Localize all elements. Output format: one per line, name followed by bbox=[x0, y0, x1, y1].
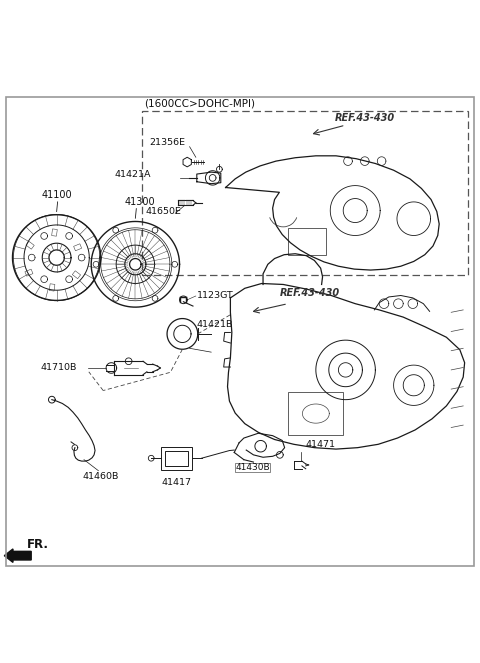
Bar bbox=[288, 228, 326, 255]
Bar bbox=[235, 463, 270, 471]
Text: 41710B: 41710B bbox=[41, 363, 77, 373]
Bar bbox=[72, 271, 81, 278]
Text: 21356E: 21356E bbox=[149, 138, 185, 147]
Bar bbox=[52, 229, 57, 236]
Bar bbox=[142, 111, 468, 275]
Text: 41300: 41300 bbox=[125, 197, 156, 207]
Text: REF.43-430: REF.43-430 bbox=[335, 113, 395, 123]
Bar bbox=[26, 241, 34, 249]
Bar bbox=[165, 451, 188, 466]
Text: FR.: FR. bbox=[26, 538, 48, 551]
FancyArrow shape bbox=[4, 549, 31, 562]
Text: 41421A: 41421A bbox=[115, 170, 151, 179]
Bar bbox=[288, 392, 343, 435]
Text: 41417: 41417 bbox=[162, 478, 192, 487]
Text: 41460B: 41460B bbox=[83, 472, 119, 481]
Text: 1123GT: 1123GT bbox=[197, 292, 234, 300]
Text: 41430B: 41430B bbox=[235, 463, 270, 472]
Bar bbox=[73, 244, 82, 251]
Bar bbox=[49, 284, 55, 291]
Bar bbox=[161, 447, 192, 470]
Text: (1600CC>DOHC-MPI): (1600CC>DOHC-MPI) bbox=[144, 98, 255, 108]
Text: 41650E: 41650E bbox=[145, 207, 181, 215]
Text: REF.43-430: REF.43-430 bbox=[279, 288, 340, 298]
Text: 41471: 41471 bbox=[306, 440, 336, 449]
Bar bbox=[25, 269, 33, 276]
Text: 41100: 41100 bbox=[41, 190, 72, 200]
Text: 41421B: 41421B bbox=[197, 320, 233, 329]
